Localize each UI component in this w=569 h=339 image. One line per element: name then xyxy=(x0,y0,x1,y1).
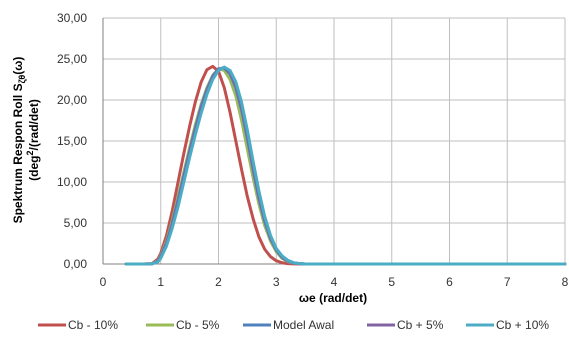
y-tick-label: 10,00 xyxy=(57,175,87,189)
x-tick-label: 1 xyxy=(157,275,164,289)
series-group xyxy=(124,64,567,266)
legend-label: Cb - 5% xyxy=(176,318,220,332)
y-tick-labels: 0,00 5,00 10,00 15,00 20,00 25,00 30,00 xyxy=(57,11,87,271)
y-axis-title-tail: (ω) xyxy=(11,57,25,75)
x-tick-label: 6 xyxy=(446,275,453,289)
legend-label: Cb - 10% xyxy=(68,318,118,332)
x-tick-label: 0 xyxy=(100,275,107,289)
y-tick-label: 5,00 xyxy=(64,216,88,230)
legend-label: Cb + 10% xyxy=(496,318,549,332)
series-line-4 xyxy=(124,65,567,266)
y-axis-title: Spektrum Respon Roll Sζθ(ω) (deg2/(rad/d… xyxy=(11,57,41,224)
y-tick-label: 0,00 xyxy=(64,257,88,271)
legend-label: Cb + 5% xyxy=(397,318,444,332)
x-axis-title: ωe (rad/det) xyxy=(299,291,367,305)
legend-label: Model Awal xyxy=(273,318,334,332)
x-tick-labels: 0 1 2 3 4 5 6 7 8 xyxy=(100,275,569,289)
x-tick-label: 2 xyxy=(215,275,222,289)
legend: Cb - 10% Cb - 5% Model Awal Cb + 5% Cb + 10% xyxy=(38,318,549,332)
x-tick-label: 4 xyxy=(331,275,338,289)
y-axis-title-unit-pre: (deg xyxy=(27,156,41,181)
y-tick-label: 15,00 xyxy=(57,134,87,148)
x-tick-label: 3 xyxy=(273,275,280,289)
x-tick-label: 5 xyxy=(388,275,395,289)
series-line-0 xyxy=(124,64,567,266)
svg-text:(deg2/(rad/det): (deg2/(rad/det) xyxy=(25,99,41,181)
y-axis-title-main: Spektrum Respon Roll S xyxy=(11,83,25,223)
y-axis-title-unit-sup: 2 xyxy=(25,150,35,155)
y-axis-title-sub: ζθ xyxy=(17,75,27,84)
x-tick-label: 7 xyxy=(504,275,511,289)
x-tick-label: 8 xyxy=(562,275,569,289)
y-tick-label: 20,00 xyxy=(57,93,87,107)
y-tick-label: 25,00 xyxy=(57,52,87,66)
y-tick-label: 30,00 xyxy=(57,11,87,25)
y-axis-title-unit-post: /(rad/det) xyxy=(27,99,41,150)
svg-text:Spektrum Respon Roll Sζθ(ω): Spektrum Respon Roll Sζθ(ω) xyxy=(11,57,27,224)
